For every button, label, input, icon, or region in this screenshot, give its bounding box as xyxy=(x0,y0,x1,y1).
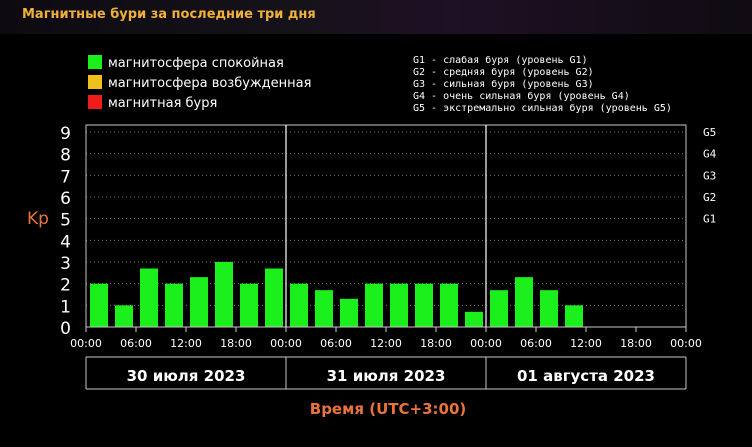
legend-swatch-3 xyxy=(88,95,102,109)
g-level-g2: G2 xyxy=(703,191,716,204)
kp-bar-8 xyxy=(265,268,283,327)
x-tick-7: 12:00 xyxy=(370,337,402,350)
kp-bar-9 xyxy=(290,283,308,327)
kp-bar-3 xyxy=(140,268,158,327)
y-tick-9: 9 xyxy=(60,124,71,144)
day-label-1: 30 июля 2023 xyxy=(127,367,246,385)
kp-bar-17 xyxy=(490,290,508,327)
x-axis-label: Время (UTC+3:00) xyxy=(310,400,466,418)
legend-swatch-1 xyxy=(88,55,102,69)
g-level-g4: G4 xyxy=(703,148,717,161)
kp-bar-7 xyxy=(240,283,258,327)
kp-bar-5 xyxy=(190,277,208,327)
y-tick-5: 5 xyxy=(60,211,71,231)
kp-bar-1 xyxy=(90,283,108,327)
x-tick-8: 18:00 xyxy=(420,337,452,350)
x-tick-2: 06:00 xyxy=(120,337,152,350)
legend-label-2: магнитосфера возбужденная xyxy=(108,76,311,91)
page-title: Магнитные бури за последние три дня xyxy=(22,7,316,22)
x-tick-11: 12:00 xyxy=(570,337,602,350)
y-axis-label: Kp xyxy=(27,209,49,229)
kp-bar-14 xyxy=(415,283,433,327)
g-legend-line-4: G4 - очень сильная буря (уровень G4) xyxy=(413,90,630,102)
kp-bar-16 xyxy=(465,311,483,327)
kp-bar-4 xyxy=(165,283,183,327)
g-legend-line-2: G2 - средняя буря (уровень G2) xyxy=(413,66,594,78)
kp-bar-15 xyxy=(440,283,458,327)
y-tick-6: 6 xyxy=(60,189,71,209)
g-legend-line-1: G1 - слабая буря (уровень G1) xyxy=(413,54,588,66)
g-legend-line-3: G3 - сильная буря (уровень G3) xyxy=(413,78,594,90)
y-tick-8: 8 xyxy=(60,146,71,166)
y-tick-3: 3 xyxy=(60,254,71,274)
x-tick-12: 18:00 xyxy=(620,337,652,350)
g-level-g5: G5 xyxy=(703,126,716,139)
kp-bar-6 xyxy=(215,262,233,327)
day-label-2: 31 июля 2023 xyxy=(327,367,446,385)
x-tick-9: 00:00 xyxy=(470,337,502,350)
kp-bar-13 xyxy=(390,283,408,327)
x-tick-1: 00:00 xyxy=(70,337,102,350)
kp-bar-10 xyxy=(315,290,333,327)
g-level-g3: G3 xyxy=(703,169,716,182)
y-tick-0: 0 xyxy=(60,319,71,339)
kp-bar-20 xyxy=(565,305,583,327)
x-tick-13: 00:00 xyxy=(670,337,702,350)
legend-label-1: магнитосфера спокойная xyxy=(108,56,284,71)
x-tick-10: 06:00 xyxy=(520,337,552,350)
kp-bar-11 xyxy=(340,298,358,327)
kp-bar-18 xyxy=(515,277,533,327)
day-label-3: 01 августа 2023 xyxy=(517,367,655,385)
legend-label-3: магнитная буря xyxy=(108,96,217,111)
kp-bar-2 xyxy=(115,305,133,327)
x-tick-5: 00:00 xyxy=(270,337,302,350)
y-tick-2: 2 xyxy=(60,276,71,296)
y-tick-7: 7 xyxy=(60,167,71,187)
g-legend-line-5: G5 - экстремально сильная буря (уровень … xyxy=(413,102,672,114)
legend-swatch-2 xyxy=(88,75,102,89)
x-tick-4: 18:00 xyxy=(220,337,252,350)
x-tick-3: 12:00 xyxy=(170,337,202,350)
kp-bar-19 xyxy=(540,290,558,327)
y-tick-1: 1 xyxy=(60,297,71,317)
header-bar: Магнитные бури за последние три дня xyxy=(0,0,752,34)
g-level-g1: G1 xyxy=(703,213,716,226)
y-tick-4: 4 xyxy=(60,232,71,252)
kp-bar-12 xyxy=(365,283,383,327)
x-tick-6: 06:00 xyxy=(320,337,352,350)
